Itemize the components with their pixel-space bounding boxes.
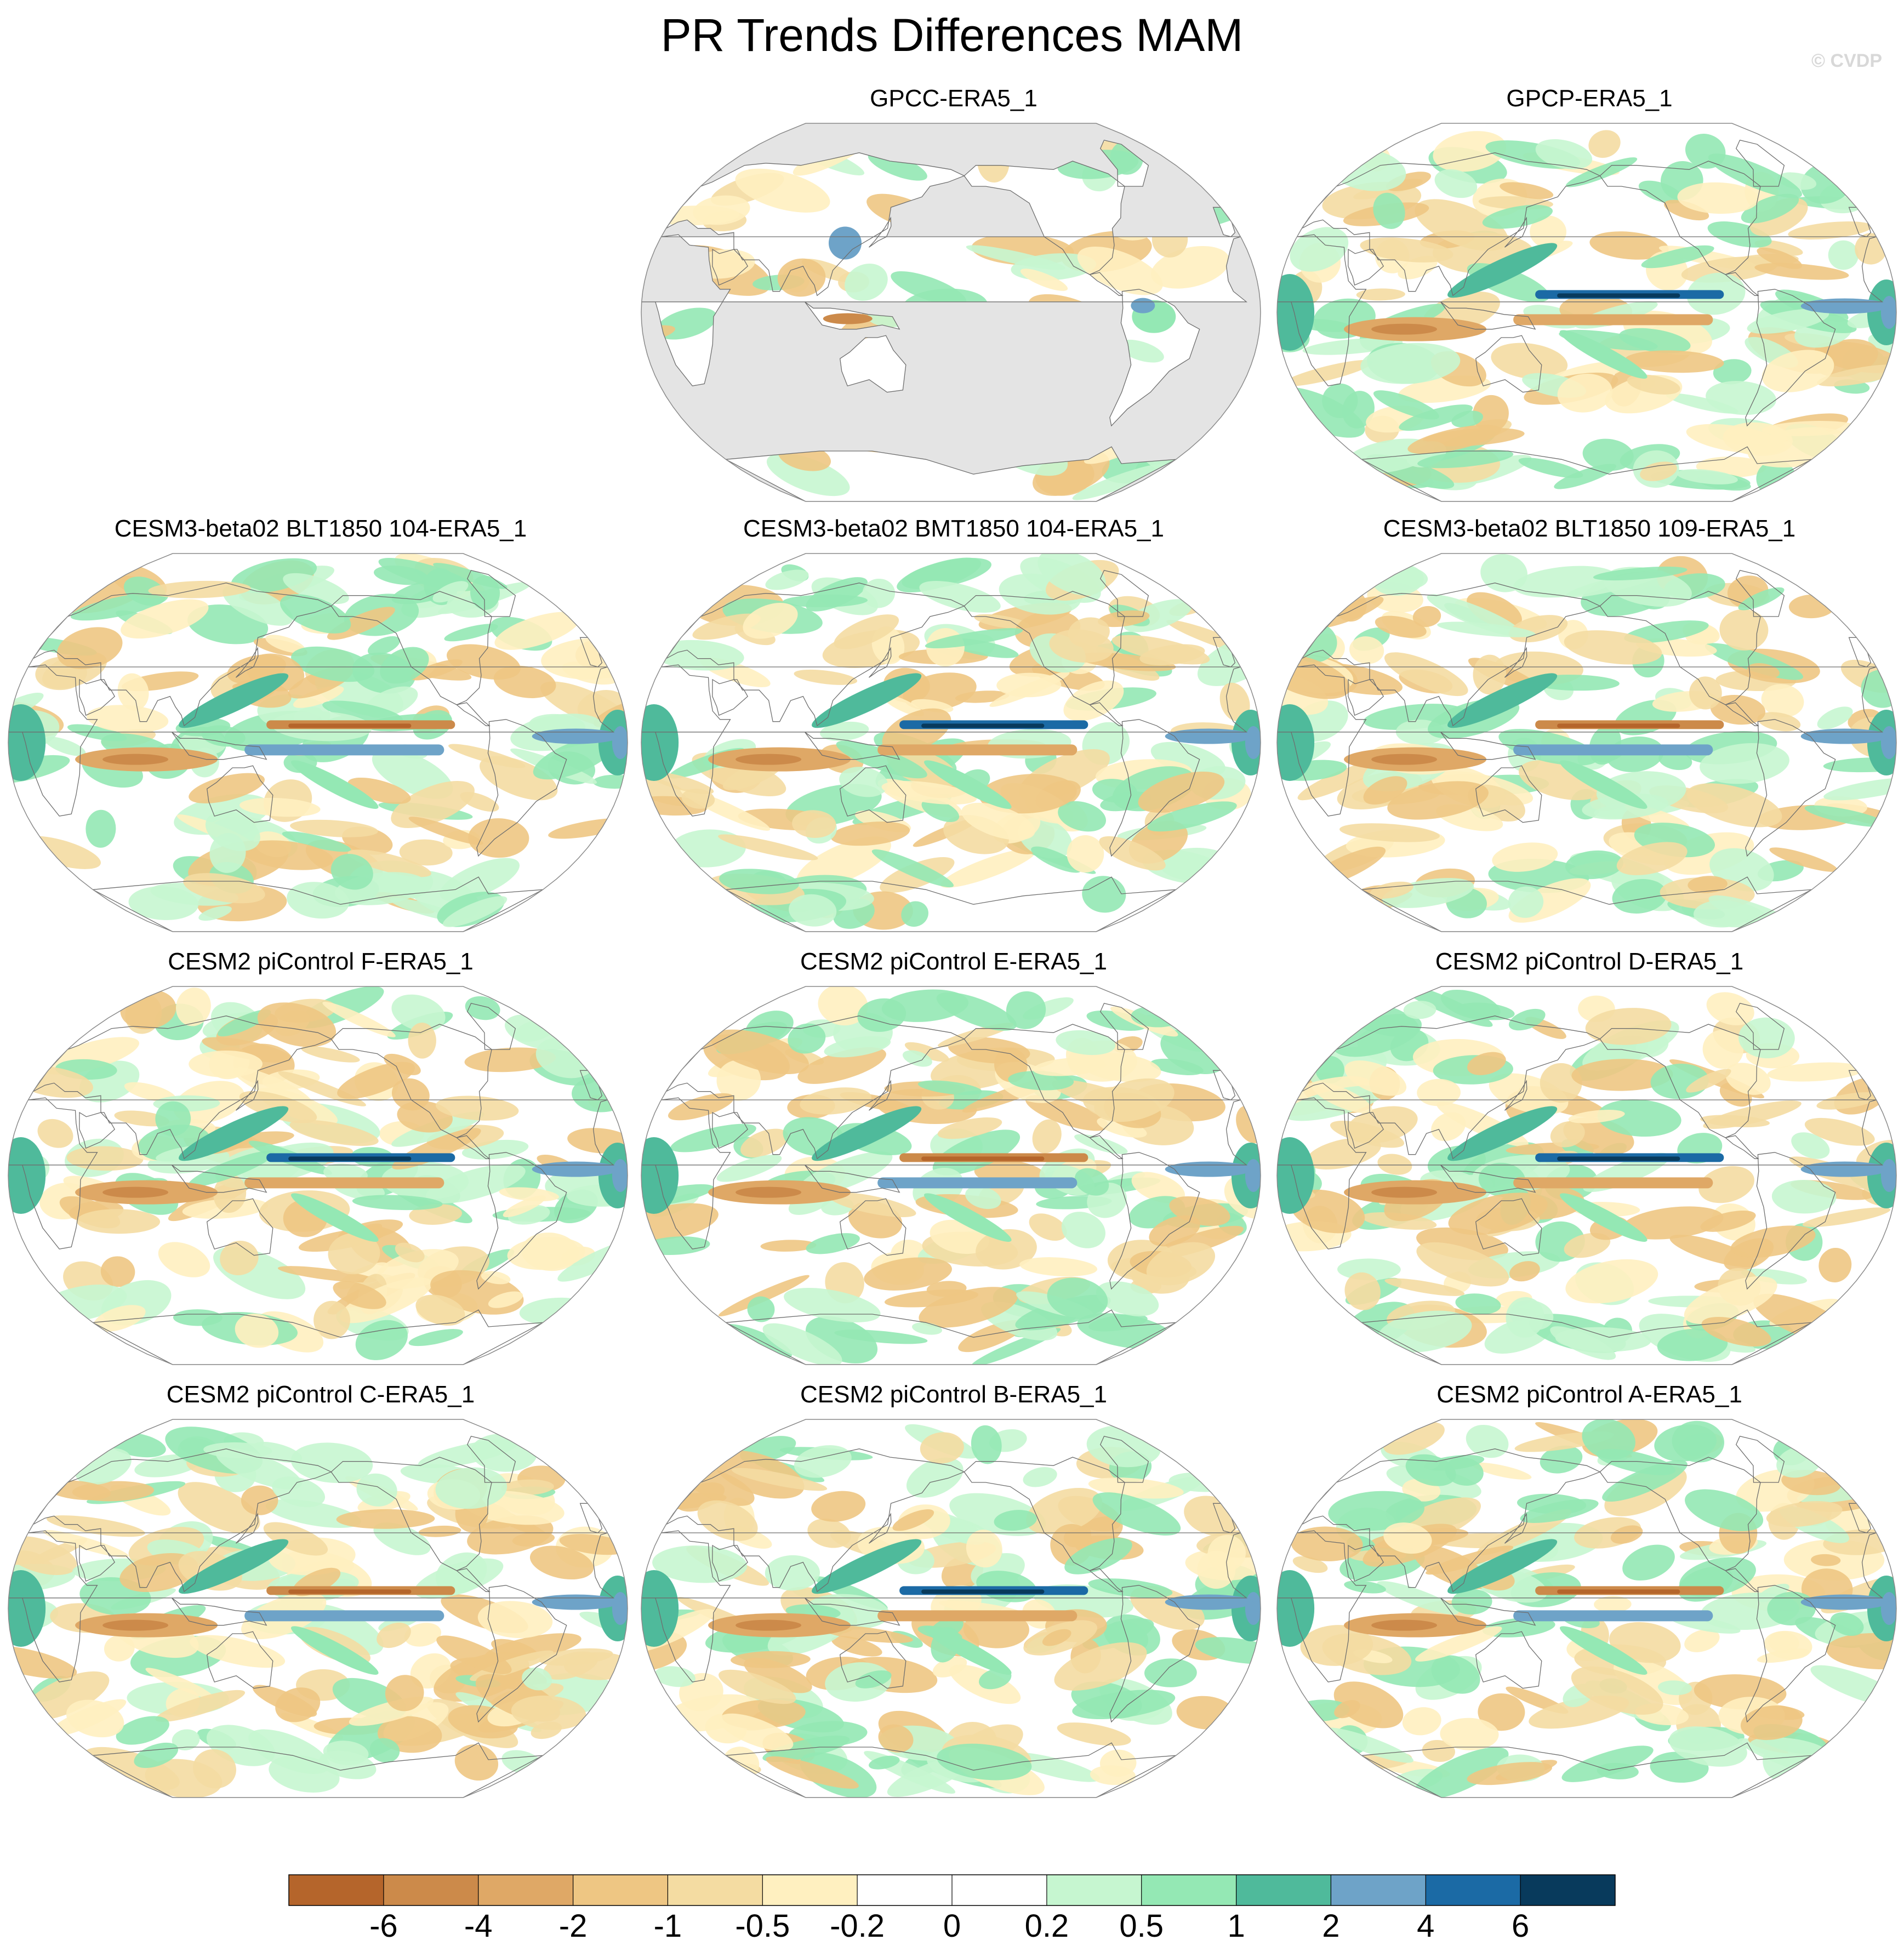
map-panel: CESM3-beta02 BMT1850 104-ERA5_1 (639, 512, 1269, 945)
colorbar-tick-label: -0.5 (735, 1908, 790, 1944)
colorbar-tick-label: 0 (943, 1908, 961, 1944)
colorbar-box (1141, 1875, 1237, 1905)
colorbar-tick-label: 6 (1511, 1908, 1530, 1944)
colorbar-box (1331, 1875, 1426, 1905)
colorbar-tick-label: -0.2 (830, 1908, 885, 1944)
colorbar-tick-label: -6 (369, 1908, 398, 1944)
map-field (8, 986, 628, 1365)
panel-title: CESM3-beta02 BLT1850 104-ERA5_1 (114, 515, 527, 542)
colorbar-box (952, 1875, 1047, 1905)
map-panel: CESM2 piControl A-ERA5_1 (1274, 1378, 1904, 1811)
map-panel: CESM3-beta02 BLT1850 104-ERA5_1 (5, 512, 636, 945)
colorbar-tick-label: 0.2 (1024, 1908, 1069, 1944)
colorbar-box (1236, 1875, 1331, 1905)
map-panel: CESM3-beta02 BLT1850 109-ERA5_1 (1274, 512, 1904, 945)
colorbar-tick-label: -4 (464, 1908, 493, 1944)
colorbar-tick-label: 0.5 (1119, 1908, 1164, 1944)
colorbar-box (668, 1875, 763, 1905)
map-panel: CESM2 piControl D-ERA5_1 (1274, 945, 1904, 1378)
map-panel: CESM2 piControl B-ERA5_1 (639, 1378, 1269, 1811)
colorbar-box (762, 1875, 858, 1905)
map-field (1276, 1419, 1897, 1798)
panel-title: GPCC-ERA5_1 (870, 85, 1037, 112)
map-field (1276, 553, 1897, 932)
colorbar-tick-label: -1 (653, 1908, 682, 1944)
panel-title: CESM2 piControl F-ERA5_1 (168, 948, 474, 975)
chart-title: PR Trends Differences MAM (660, 9, 1244, 61)
map-field (641, 1419, 1261, 1798)
colorbar-box (573, 1875, 668, 1905)
map-field (1276, 123, 1897, 502)
colorbar-box (478, 1875, 574, 1905)
map-panel: CESM2 piControl F-ERA5_1 (5, 945, 636, 1378)
map-panel: CESM2 piControl E-ERA5_1 (639, 945, 1269, 1378)
colorbar-box (1426, 1875, 1521, 1905)
panel-title: CESM2 piControl C-ERA5_1 (166, 1381, 475, 1408)
map-field (641, 986, 1261, 1365)
panel-title: CESM2 piControl A-ERA5_1 (1436, 1381, 1742, 1408)
map-panel: GPCC-ERA5_1 (639, 82, 1269, 515)
map-panel: GPCP-ERA5_1 (1274, 82, 1904, 515)
colorbar-box (857, 1875, 953, 1905)
panel-title: CESM3-beta02 BMT1850 104-ERA5_1 (743, 515, 1164, 542)
colorbar-box (289, 1875, 384, 1905)
panel-title: CESM2 piControl B-ERA5_1 (800, 1381, 1107, 1408)
colorbar-tick-label: 1 (1227, 1908, 1245, 1944)
colorbar-box (1520, 1875, 1616, 1905)
panel-title: CESM2 piControl E-ERA5_1 (800, 948, 1107, 975)
panel-title: CESM3-beta02 BLT1850 109-ERA5_1 (1383, 515, 1796, 542)
colorbar-box (383, 1875, 479, 1905)
colorbar-tick-label: 2 (1322, 1908, 1340, 1944)
map-panel: CESM2 piControl C-ERA5_1 (5, 1378, 636, 1811)
map-field (8, 553, 628, 932)
watermark: © CVDP (1811, 50, 1882, 71)
map-field (1276, 986, 1897, 1365)
panel-title: CESM2 piControl D-ERA5_1 (1435, 948, 1744, 975)
map-field (641, 553, 1261, 932)
map-field (641, 123, 1261, 502)
map-field (8, 1419, 628, 1798)
colorbar-tick-label: -2 (558, 1908, 588, 1944)
colorbar-tick-label: 4 (1417, 1908, 1435, 1944)
colorbar-box (1046, 1875, 1142, 1905)
panel-title: GPCP-ERA5_1 (1506, 85, 1673, 112)
